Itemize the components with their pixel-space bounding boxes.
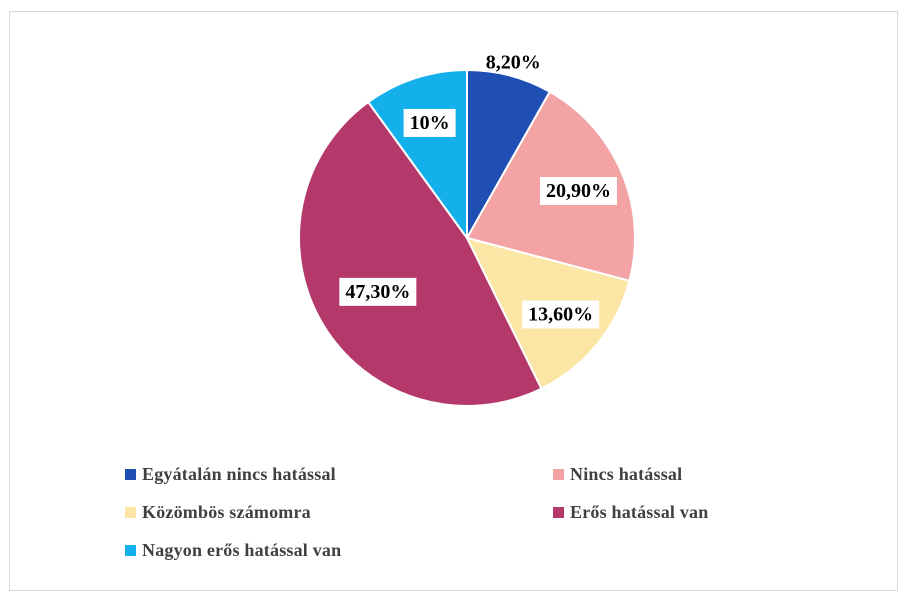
legend-swatch	[553, 468, 564, 480]
data-label-eros-hatassal-van: 47,30%	[339, 277, 417, 306]
data-label-text: 20,90%	[546, 180, 611, 202]
data-label-background	[403, 108, 456, 137]
legend-swatch	[553, 506, 564, 518]
data-label-background	[522, 300, 600, 329]
legend-label: Nagyon erős hatással van	[142, 539, 342, 560]
pie-slice-egyatalan-nincs-hatassal	[466, 68, 552, 242]
legend-label: Egyátalán nincs hatással	[142, 463, 336, 484]
legend-swatch	[125, 544, 136, 556]
data-label-text: 10%	[410, 112, 450, 134]
data-label-nincs-hatassal: 20,90%	[539, 177, 617, 206]
legend-item-eros-hatassal-van: Erős hatással van	[553, 500, 825, 524]
data-label-text: 47,30%	[345, 281, 410, 303]
legend-label: Közömbös számomra	[142, 501, 311, 522]
legend-swatch	[125, 468, 136, 480]
legend-label: Nincs hatással	[570, 463, 683, 484]
legend-item-nagyon-eros-hatassal-van: Nagyon erős hatással van	[125, 538, 553, 562]
legend-item-nincs-hatassal: Nincs hatással	[553, 462, 825, 486]
legend-item-kozombos-szamomra: Közömbös számomra	[125, 500, 553, 524]
data-label-background	[339, 277, 417, 306]
legend: Egyátalán nincs hatással Nincs hatással …	[125, 462, 825, 562]
data-label-background	[539, 177, 617, 206]
pie-data-labels: 8,20% 20,90% 13,60% 47,30% 10%	[339, 52, 617, 329]
data-label-nagyon-eros-hatassal-van: 10%	[403, 108, 456, 137]
pie-slices	[298, 68, 636, 407]
data-label-egyatalan-nincs-hatassal: 8,20%	[486, 52, 541, 74]
data-label-text: 13,60%	[528, 304, 593, 326]
legend-label: Erős hatással van	[570, 501, 709, 522]
legend-swatch	[125, 506, 136, 518]
pie-slice-eros-hatassal-van	[298, 100, 543, 407]
data-label-text: 8,20%	[486, 52, 541, 74]
data-label-kozombos-szamomra: 13,60%	[522, 300, 600, 329]
legend-item-egyatalan-nincs-hatassal: Egyátalán nincs hatással	[125, 462, 553, 486]
